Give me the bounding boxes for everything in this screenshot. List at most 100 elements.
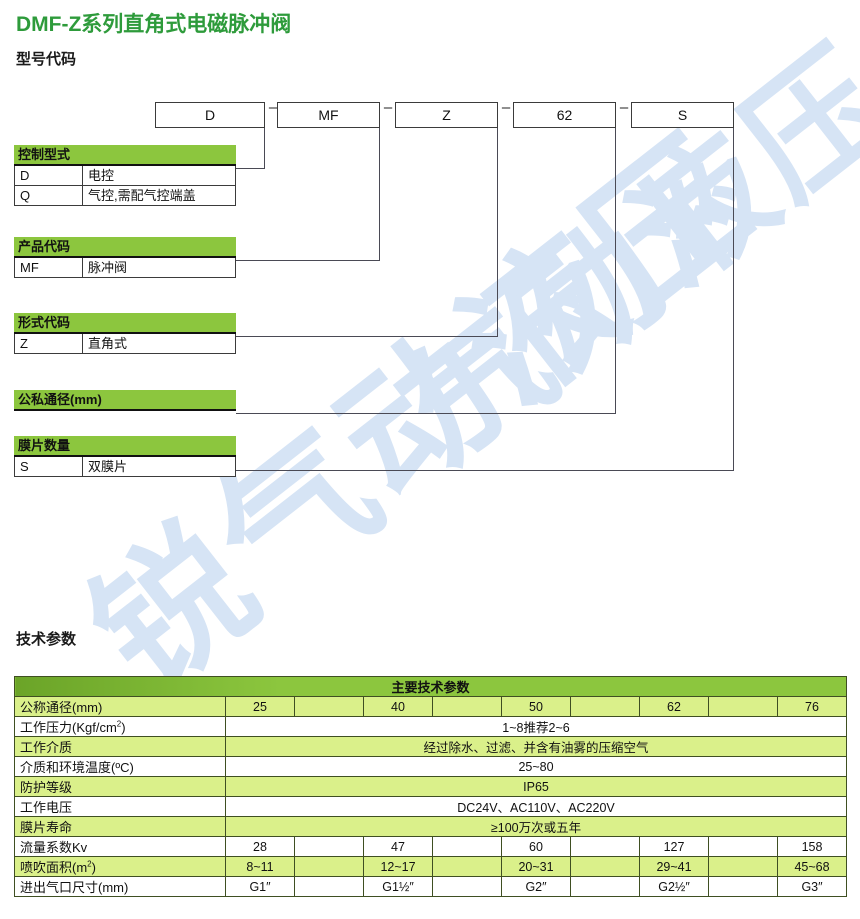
table-row-voltage: 工作电压 DC24V、AC110V、AC220V — [14, 796, 848, 817]
row-label: 膜片寿命 — [14, 816, 226, 837]
legend-group-nominal-diameter: 公私通径(mm) — [14, 390, 236, 411]
table-row-temperature: 介质和环境温度(ºC) 25~80 — [14, 756, 848, 777]
legend-row: Z 直角式 — [14, 334, 236, 354]
connector-h-form-code — [236, 336, 498, 337]
row-label: 工作压力(Kgf/cm2) — [14, 716, 226, 737]
spacer-cell — [432, 696, 502, 717]
row-label: 防护等级 — [14, 776, 226, 797]
legend-desc: 双膜片 — [88, 459, 128, 474]
legend-group-diaphragm-count: 膜片数量 S 双膜片 — [14, 436, 236, 477]
diameter-value: 76 — [776, 696, 848, 717]
legend-code: MF — [15, 258, 83, 277]
spacer-cell — [570, 876, 640, 897]
spacer-cell — [294, 876, 364, 897]
row-merged-value: 1~8推荐2~6 — [224, 716, 848, 737]
tech-params-table: 主要技术参数 公称通径(mm) 25 40 50 62 76 工作压力(Kgf/… — [13, 676, 848, 897]
spacer-cell — [570, 856, 640, 877]
cell-value: 28 — [225, 836, 295, 857]
model-code-diagram: D – MF – Z – 62 – S — [0, 95, 860, 515]
code-box-control-type: D — [155, 102, 265, 128]
code-separator-3: – — [619, 99, 629, 116]
row-label: 介质和环境温度(ºC) — [14, 756, 226, 777]
table-title: 主要技术参数 — [13, 676, 848, 697]
code-box-diaphragm-count: S — [631, 102, 734, 128]
connector-h-product-code — [236, 260, 380, 261]
spacer-cell — [294, 856, 364, 877]
cell-value: 20~31 — [501, 856, 571, 877]
legend-group-product-code: 产品代码 MF 脉冲阀 — [14, 237, 236, 278]
connector-h-control-type — [236, 168, 265, 169]
connector-v-product-code — [379, 128, 380, 260]
cell-value: G2½″ — [639, 876, 709, 897]
spacer-cell — [432, 856, 502, 877]
row-merged-value: IP65 — [224, 776, 848, 797]
row-merged-value: 25~80 — [224, 756, 848, 777]
legend-header: 控制型式 — [14, 145, 236, 166]
spacer-cell — [708, 696, 778, 717]
row-label: 进出气口尺寸(mm) — [14, 876, 226, 897]
code-separator-0: – — [268, 99, 278, 116]
section-heading-tech-params: 技术参数 — [16, 631, 77, 648]
spacer-cell — [294, 696, 364, 717]
cell-value: 45~68 — [776, 856, 848, 877]
row-label: 工作介质 — [14, 736, 226, 757]
legend-header: 形式代码 — [14, 313, 236, 334]
table-row-protection-class: 防护等级 IP65 — [14, 776, 848, 797]
cell-value: 158 — [776, 836, 848, 857]
diameter-value: 25 — [225, 696, 295, 717]
spacer-cell — [432, 876, 502, 897]
legend-header: 公私通径(mm) — [14, 390, 236, 411]
table-header-row: 主要技术参数 — [13, 676, 848, 697]
table-row-working-pressure: 工作压力(Kgf/cm2) 1~8推荐2~6 — [14, 716, 848, 737]
row-merged-value: DC24V、AC110V、AC220V — [224, 796, 848, 817]
code-box-diameter: 62 — [513, 102, 616, 128]
cell-value: 29~41 — [639, 856, 709, 877]
code-separator-1: – — [383, 99, 393, 116]
row-merged-value: ≥100万次或五年 — [224, 816, 848, 837]
connector-v-form-code — [497, 128, 498, 336]
diameter-value: 40 — [363, 696, 433, 717]
spacer-cell — [708, 856, 778, 877]
row-merged-value: 经过除水、过滤、并含有油雾的压缩空气 — [224, 736, 848, 757]
table-row-port-size: 进出气口尺寸(mm) G1″ G1½″ G2″ G2½″ G3″ — [14, 876, 848, 897]
legend-header: 产品代码 — [14, 237, 236, 258]
cell-value: 60 — [501, 836, 571, 857]
table-row-flow-coefficient: 流量系数Kv 28 47 60 127 158 — [14, 836, 848, 857]
spacer-cell — [294, 836, 364, 857]
legend-desc: 直角式 — [88, 336, 128, 351]
table-row-diaphragm-life: 膜片寿命 ≥100万次或五年 — [14, 816, 848, 837]
legend-header: 膜片数量 — [14, 436, 236, 457]
connector-h-diameter — [236, 413, 616, 414]
code-box-form-code: Z — [395, 102, 498, 128]
section-heading-model-code: 型号代码 — [16, 51, 77, 68]
table-row-blowing-area: 喷吹面积(m2) 8~11 12~17 20~31 29~41 45~68 — [14, 856, 848, 877]
spacer-cell — [708, 836, 778, 857]
spacer-cell — [432, 836, 502, 857]
diameter-value: 62 — [639, 696, 709, 717]
cell-value: 47 — [363, 836, 433, 857]
cell-value: G1½″ — [363, 876, 433, 897]
legend-row: D 电控 — [14, 166, 236, 186]
diameter-value: 50 — [501, 696, 571, 717]
connector-v-diameter — [615, 128, 616, 413]
legend-code: Z — [15, 334, 83, 353]
cell-value: 127 — [639, 836, 709, 857]
legend-row: Q 气控,需配气控端盖 — [14, 186, 236, 206]
legend-code: D — [15, 166, 83, 185]
legend-code: Q — [15, 186, 83, 205]
cell-value: G2″ — [501, 876, 571, 897]
cell-value: G1″ — [225, 876, 295, 897]
connector-v-control-type — [264, 128, 265, 168]
spacer-cell — [708, 876, 778, 897]
legend-desc: 脉冲阀 — [88, 260, 128, 275]
row-label: 公称通径(mm) — [14, 696, 226, 717]
connector-v-diaphragm — [733, 128, 734, 470]
legend-desc: 电控 — [88, 168, 115, 183]
cell-value: G3″ — [776, 876, 848, 897]
page-title: DMF-Z系列直角式电磁脉冲阀 — [16, 13, 292, 36]
connector-h-diaphragm — [236, 470, 734, 471]
legend-group-control-type: 控制型式 D 电控 Q 气控,需配气控端盖 — [14, 145, 236, 206]
legend-group-form-code: 形式代码 Z 直角式 — [14, 313, 236, 354]
row-label: 流量系数Kv — [14, 836, 226, 857]
